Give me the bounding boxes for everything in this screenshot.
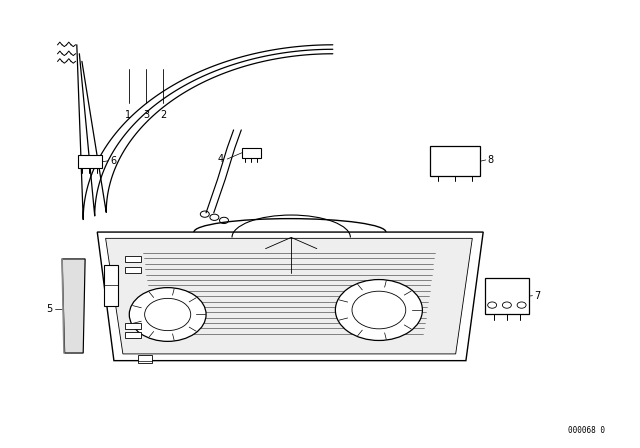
Bar [78,155,102,168]
Text: 1: 1 [125,110,131,120]
Polygon shape [97,232,483,361]
Circle shape [335,280,422,340]
Bar [104,265,118,306]
Bar [125,256,141,262]
Text: 3: 3 [143,110,149,120]
Circle shape [129,288,206,341]
Bar [485,278,529,314]
Text: 4: 4 [218,154,224,164]
Text: 6: 6 [110,156,116,166]
Bar [125,323,141,329]
Bar [125,267,141,273]
Text: 2: 2 [161,110,167,120]
Bar [430,146,480,176]
Text: 5: 5 [46,304,52,314]
Bar [242,148,261,158]
Text: 8: 8 [488,155,494,165]
Polygon shape [106,238,472,354]
Bar [125,332,141,338]
Text: 000068 0: 000068 0 [568,426,605,435]
Text: 7: 7 [534,291,541,301]
Polygon shape [62,259,85,353]
Bar [138,355,152,363]
